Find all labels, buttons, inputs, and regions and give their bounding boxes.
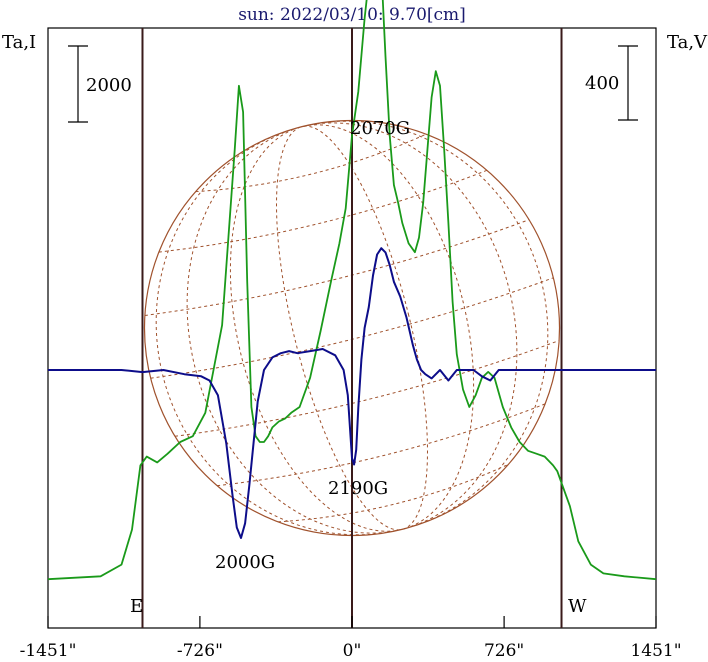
disk-latitude-line <box>217 403 546 487</box>
x-tick-label: -1451" <box>20 641 77 661</box>
scalebar-right-label: 400 <box>585 73 619 94</box>
limb-lines <box>141 28 563 628</box>
x-tick-label: 0" <box>343 641 362 661</box>
series-intensity-line <box>47 0 657 581</box>
annotation-2190g: 2190G <box>328 478 388 499</box>
y-axis-label-right: Ta,V <box>667 32 708 53</box>
disk-longitude-line <box>276 125 428 531</box>
scalebar-left <box>68 45 88 123</box>
disk-latitude-line <box>144 219 530 316</box>
scalebar-right <box>618 45 638 121</box>
scalebar-left-label: 2000 <box>86 75 132 96</box>
x-tick-label: 1451" <box>630 641 681 661</box>
series-group <box>47 0 657 581</box>
x-tick-label: 726" <box>484 641 524 661</box>
x-tick-label: -726" <box>177 641 223 661</box>
disk-longitude-line <box>229 124 475 532</box>
disk-latitude-line <box>195 133 427 193</box>
solar-disk <box>143 119 561 537</box>
annotation-2070g: 2070G <box>350 118 410 139</box>
x-axis-ticks: -1451" -726" 0" 726" 1451" <box>20 616 682 661</box>
disk-grid <box>144 120 560 536</box>
chart-title: sun: 2022/03/10: 9.70[cm] <box>238 5 466 25</box>
y-axis-label-left: Ta,I <box>2 32 36 53</box>
disk-latitude-line <box>174 340 560 437</box>
annotation-2000g: 2000G <box>215 552 275 573</box>
west-label: W <box>568 596 587 617</box>
disk-longitude-line <box>186 122 518 534</box>
series-polarization-line <box>48 247 656 539</box>
disk-latitude-line <box>277 463 509 523</box>
east-label: E <box>130 596 143 617</box>
disk-latitude-line <box>158 169 488 253</box>
disk-latitude-line <box>150 277 554 379</box>
